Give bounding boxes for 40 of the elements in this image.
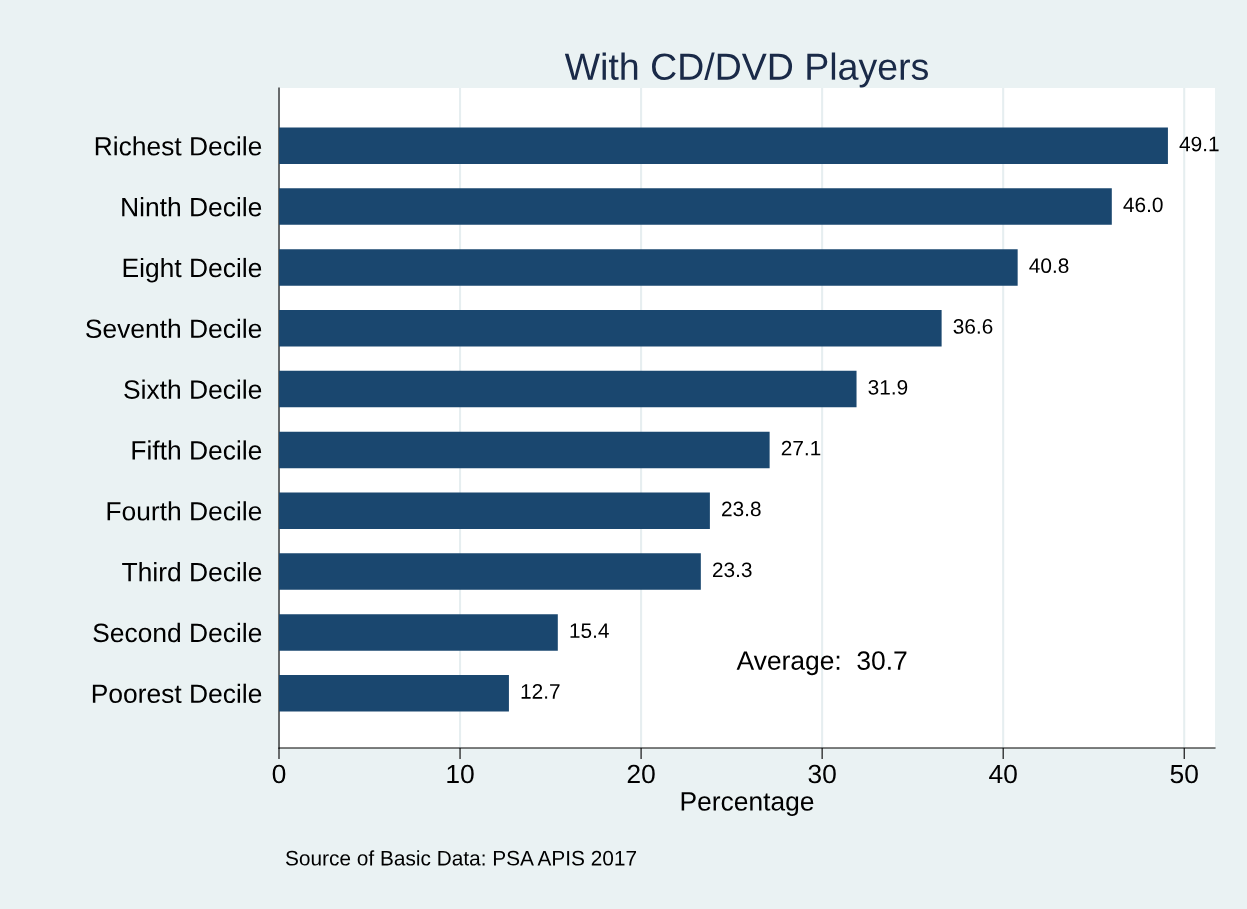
data-label: 23.8	[722, 501, 761, 517]
x-tick-label: 40	[989, 764, 1017, 784]
data-label: 46.0	[1123, 197, 1163, 213]
bar	[279, 370, 857, 408]
bar	[279, 310, 942, 347]
data-label: 49.1	[1179, 136, 1219, 152]
y-tick-label: Third Decile	[122, 562, 262, 582]
y-tick-label: Eight Decile	[123, 257, 262, 283]
bar	[279, 553, 701, 590]
y-tick-label: Second Decile	[93, 622, 262, 643]
bar	[279, 492, 710, 530]
x-tick-label: 20	[627, 764, 655, 784]
data-label: 31.9	[868, 379, 908, 395]
y-tick-label: Sixth Decile	[124, 379, 262, 399]
x-tick-label: 30	[808, 764, 836, 784]
y-tick-label: Fourth Decile	[107, 501, 262, 521]
bar	[279, 249, 1018, 286]
y-tick-label: Ninth Decile	[122, 197, 262, 217]
bar	[279, 675, 509, 712]
x-axis-title: Percentage	[681, 792, 814, 816]
bar	[279, 127, 1168, 165]
annotation: Average: 30.7	[736, 651, 907, 676]
data-label: 27.1	[781, 440, 821, 456]
x-tick-label: 0	[272, 764, 286, 784]
data-label: 36.6	[953, 319, 993, 334]
source-note: Source of Basic Data: PSA APIS 2017	[285, 850, 637, 866]
y-tick-label: Seventh Decile	[86, 318, 262, 339]
y-tick-label: Poorest Decile	[92, 683, 262, 704]
bar	[279, 614, 558, 651]
chart-title: With CD/DVD Players	[564, 52, 928, 88]
y-tick-label: Fifth Decile	[132, 440, 262, 460]
data-label: 40.8	[1029, 258, 1069, 274]
bar	[279, 188, 1112, 225]
data-label: 23.3	[712, 562, 752, 578]
data-label: 15.4	[570, 623, 609, 639]
bar	[279, 431, 770, 469]
data-label: 12.7	[521, 684, 560, 699]
y-tick-label: Richest Decile	[95, 136, 262, 156]
x-tick-label: 50	[1170, 764, 1198, 784]
x-tick-label: 10	[447, 764, 474, 784]
